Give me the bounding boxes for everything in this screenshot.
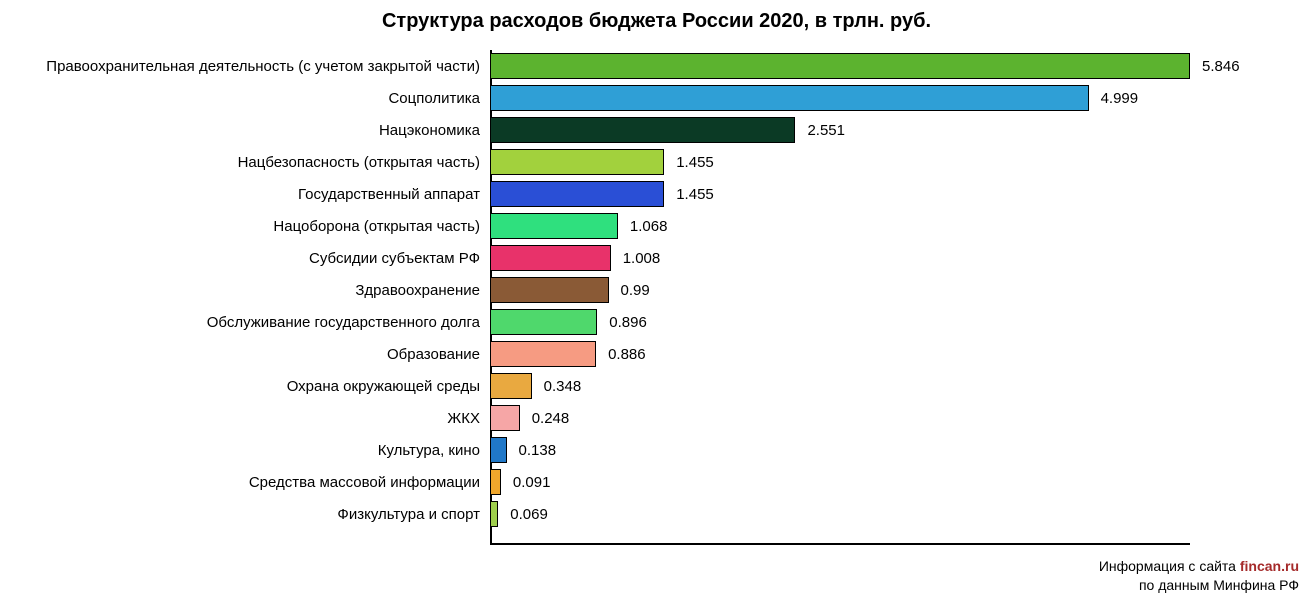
bar-label: Правоохранительная деятельность (с учето… — [0, 58, 490, 75]
bar-label: Субсидии субъектам РФ — [0, 250, 490, 267]
bar-zone: 0.896 — [490, 306, 1313, 338]
bar-zone: 5.846 — [490, 50, 1313, 82]
bar-value: 0.896 — [597, 314, 647, 331]
bar-rect — [490, 53, 1190, 79]
chart-plot-area: Правоохранительная деятельность (с учето… — [0, 50, 1313, 543]
bar-row: Охрана окружающей среды 0.348 — [0, 370, 1313, 402]
bar-rect — [490, 149, 664, 175]
bar-label: Нацэкономика — [0, 122, 490, 139]
bar-row: Здравоохранение 0.99 — [0, 274, 1313, 306]
bar-row: Субсидии субъектам РФ 1.008 — [0, 242, 1313, 274]
bar-row: Государственный аппарат 1.455 — [0, 178, 1313, 210]
chart-container: Структура расходов бюджета России 2020, … — [0, 0, 1313, 603]
bar-zone: 4.999 — [490, 82, 1313, 114]
bar-row: Физкультура и спорт 0.069 — [0, 498, 1313, 530]
bar-label: Государственный аппарат — [0, 186, 490, 203]
bar-label: Здравоохранение — [0, 282, 490, 299]
chart-title: Структура расходов бюджета России 2020, … — [0, 10, 1313, 33]
bar-row: Нацбезопасность (открытая часть) 1.455 — [0, 146, 1313, 178]
bar-label: Культура, кино — [0, 442, 490, 459]
bar-rect — [490, 373, 532, 399]
bar-row: ЖКХ 0.248 — [0, 402, 1313, 434]
attribution-prefix: Информация с сайта — [1099, 558, 1240, 574]
bar-value: 1.008 — [611, 250, 661, 267]
bar-zone: 1.455 — [490, 146, 1313, 178]
bar-zone: 0.091 — [490, 466, 1313, 498]
bar-value: 4.999 — [1089, 90, 1139, 107]
bar-value: 1.068 — [618, 218, 668, 235]
bar-rect — [490, 405, 520, 431]
bar-rect — [490, 341, 596, 367]
bar-label: Соцполитика — [0, 90, 490, 107]
bar-value: 0.99 — [609, 282, 650, 299]
bar-value: 5.846 — [1190, 58, 1240, 75]
bar-row: Нацэкономика 2.551 — [0, 114, 1313, 146]
bar-rect — [490, 117, 795, 143]
bar-zone: 0.99 — [490, 274, 1313, 306]
bar-zone: 0.348 — [490, 370, 1313, 402]
bar-label: Обслуживание государственного долга — [0, 314, 490, 331]
bar-zone: 0.138 — [490, 434, 1313, 466]
bar-value: 0.138 — [507, 442, 557, 459]
x-axis-line — [490, 543, 1190, 545]
bar-rect — [490, 437, 507, 463]
bar-value: 0.091 — [501, 474, 551, 491]
bar-label: Нацбезопасность (открытая часть) — [0, 154, 490, 171]
bar-value: 0.069 — [498, 506, 548, 523]
bar-row: Обслуживание государственного долга 0.896 — [0, 306, 1313, 338]
attribution-site: fincan.ru — [1240, 558, 1299, 574]
bar-row: Соцполитика 4.999 — [0, 82, 1313, 114]
bar-label: Нацоборона (открытая часть) — [0, 218, 490, 235]
bar-rect — [490, 181, 664, 207]
bar-rect — [490, 309, 597, 335]
bar-value: 1.455 — [664, 154, 714, 171]
bar-zone: 1.068 — [490, 210, 1313, 242]
bar-rect — [490, 85, 1089, 111]
bar-rect — [490, 245, 611, 271]
bar-rect — [490, 501, 498, 527]
bar-row: Нацоборона (открытая часть) 1.068 — [0, 210, 1313, 242]
bar-row: Образование 0.886 — [0, 338, 1313, 370]
bar-value: 0.886 — [596, 346, 646, 363]
bar-zone: 0.069 — [490, 498, 1313, 530]
bar-rect — [490, 277, 609, 303]
bar-row: Средства массовой информации 0.091 — [0, 466, 1313, 498]
bar-label: Физкультура и спорт — [0, 506, 490, 523]
bar-value: 2.551 — [795, 122, 845, 139]
bar-zone: 1.455 — [490, 178, 1313, 210]
bar-zone: 0.886 — [490, 338, 1313, 370]
bar-rect — [490, 469, 501, 495]
attribution-line-1: Информация с сайта fincan.ru — [1099, 557, 1299, 576]
attribution-line-2: по данным Минфина РФ — [1099, 576, 1299, 595]
bar-row: Культура, кино 0.138 — [0, 434, 1313, 466]
bar-value: 0.248 — [520, 410, 570, 427]
bar-zone: 1.008 — [490, 242, 1313, 274]
attribution-block: Информация с сайта fincan.ru по данным М… — [1099, 557, 1299, 595]
bar-zone: 2.551 — [490, 114, 1313, 146]
bar-zone: 0.248 — [490, 402, 1313, 434]
bar-label: Образование — [0, 346, 490, 363]
bar-label: ЖКХ — [0, 410, 490, 427]
bar-rect — [490, 213, 618, 239]
bar-label: Охрана окружающей среды — [0, 378, 490, 395]
bar-value: 0.348 — [532, 378, 582, 395]
bar-value: 1.455 — [664, 186, 714, 203]
bar-label: Средства массовой информации — [0, 474, 490, 491]
bar-row: Правоохранительная деятельность (с учето… — [0, 50, 1313, 82]
